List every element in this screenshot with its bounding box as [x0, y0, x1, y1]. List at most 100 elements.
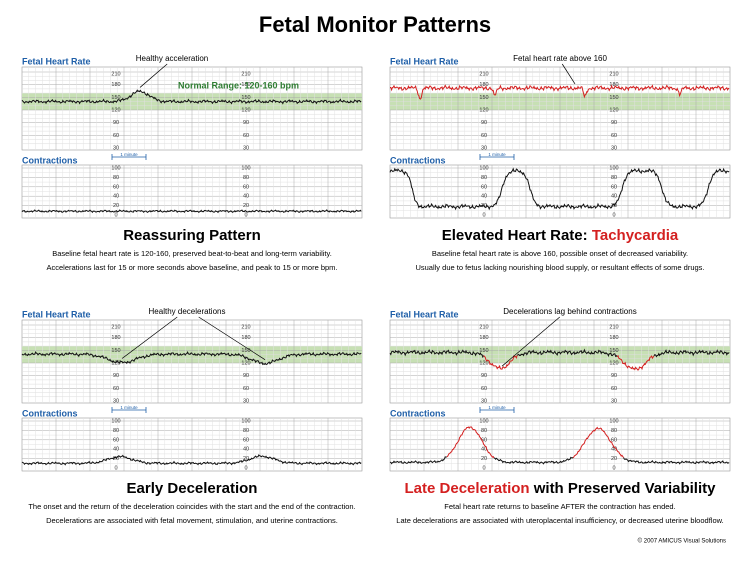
fhr-tick-label: 150	[241, 95, 250, 101]
uc-tick-label: 0	[612, 465, 615, 471]
fhr-tick-label: 150	[241, 348, 250, 354]
fhr-tick-label: 90	[611, 120, 617, 126]
fhr-trace	[390, 84, 730, 100]
annotation: Healthy acceleration	[136, 54, 208, 63]
annotation-arrow	[121, 316, 178, 359]
fhr-tick-label: 180	[609, 335, 618, 341]
fhr-label: Fetal Heart Rate	[390, 309, 459, 319]
uc-tick-label: 60	[113, 437, 119, 443]
panel: Fetal Heart Rate Contractions 1 minute 210 1…	[389, 307, 731, 525]
annotation-arrow	[139, 63, 168, 88]
uc-tick-label: 0	[114, 465, 117, 471]
uc-tick-label: 60	[113, 184, 119, 190]
fhr-tick-label: 210	[479, 71, 488, 77]
uc-tick-label: 20	[113, 456, 119, 462]
fhr-tick-label: 180	[479, 82, 488, 88]
fhr-tick-label: 90	[611, 373, 617, 379]
uc-tick-label: 80	[481, 175, 487, 181]
panel: Fetal Heart Rate Contractions 1 minute 210 1…	[389, 54, 731, 272]
fhr-tick-label: 120	[111, 107, 120, 113]
fhr-trace	[517, 348, 618, 358]
uc-tick-label: 0	[612, 212, 615, 218]
uc-tick-label: 80	[611, 175, 617, 181]
uc-tick-label: 100	[241, 165, 250, 171]
annotation-arrow	[198, 316, 266, 361]
fhr-tick-label: 210	[609, 324, 618, 330]
title-part: with Preserved Variability	[530, 480, 717, 497]
fhr-label: Fetal Heart Rate	[22, 56, 91, 66]
fhr-tick-label: 180	[111, 335, 120, 341]
uc-tick-label: 100	[241, 418, 250, 424]
fhr-tick-label: 150	[111, 348, 120, 354]
uc-trace	[389, 456, 447, 465]
fhr-tick-label: 60	[243, 133, 249, 139]
description: The onset and the return of the decelera…	[28, 502, 355, 511]
fhr-tick-label: 30	[243, 145, 249, 151]
uc-tick-label: 40	[113, 194, 119, 200]
fhr-tick-label: 180	[609, 82, 618, 88]
uc-tick-label: 100	[111, 165, 120, 171]
description: Accelerations last for 15 or more second…	[47, 263, 338, 272]
panel: Fetal Heart Rate Contractions 1 minute 210 1…	[21, 307, 363, 525]
fhr-tick-label: 90	[481, 373, 487, 379]
fhr-tick-label: 60	[243, 386, 249, 392]
description: Decelerations are associated with fetal …	[46, 516, 338, 525]
uc-tick-label: 60	[481, 437, 487, 443]
fhr-tick-label: 90	[113, 373, 119, 379]
description: Baseline fetal heart rate is above 160, …	[432, 249, 688, 258]
fhr-tick-label: 30	[481, 398, 487, 404]
fhr-trace	[483, 354, 518, 370]
uc-tick-label: 0	[244, 212, 247, 218]
panel: Fetal Heart Rate Contractions 1 minute 210 1…	[21, 54, 363, 272]
uc-tick-label: 0	[482, 465, 485, 471]
uc-tick-label: 20	[481, 456, 487, 462]
uc-tick-label: 40	[481, 194, 487, 200]
fhr-tick-label: 30	[243, 398, 249, 404]
range-label: Normal Range: 120-160 bpm	[178, 80, 299, 90]
uc-trace	[21, 454, 362, 466]
fhr-tick-label: 150	[111, 95, 120, 101]
description: Baseline fetal heart rate is 120-160, pr…	[52, 249, 332, 258]
page-title: Fetal Monitor Patterns	[259, 12, 491, 37]
minute-label: 1 minute	[120, 152, 138, 157]
title-part: Early Deceleration	[127, 480, 258, 497]
fhr-tick-label: 60	[481, 133, 487, 139]
fhr-tick-label: 210	[111, 324, 120, 330]
fhr-tick-label: 210	[241, 71, 250, 77]
fhr-tick-label: 180	[241, 82, 250, 88]
uc-tick-label: 20	[243, 203, 249, 209]
uc-trace	[389, 167, 730, 211]
uc-tick-label: 0	[114, 212, 117, 218]
fhr-tick-label: 180	[479, 335, 488, 341]
annotation-arrow	[561, 63, 576, 85]
fhr-trace	[21, 89, 362, 105]
fhr-tick-label: 120	[111, 360, 120, 366]
uc-tick-label: 80	[611, 428, 617, 434]
fhr-tick-label: 150	[609, 95, 618, 101]
uc-tick-label: 0	[482, 212, 485, 218]
uc-tick-label: 80	[243, 175, 249, 181]
fhr-tick-label: 210	[479, 324, 488, 330]
fhr-tick-label: 210	[111, 71, 120, 77]
fhr-tick-label: 90	[243, 120, 249, 126]
title-part: Reassuring Pattern	[123, 227, 261, 244]
uc-tick-label: 20	[113, 203, 119, 209]
fhr-label: Fetal Heart Rate	[22, 309, 91, 319]
description: Usually due to fetus lacking nourishing …	[415, 263, 704, 272]
uc-tick-label: 20	[611, 203, 617, 209]
panel-title: Reassuring Pattern	[123, 227, 261, 244]
fhr-tick-label: 90	[481, 120, 487, 126]
fhr-tick-label: 60	[611, 133, 617, 139]
title-part: Elevated Heart Rate:	[442, 227, 592, 244]
fhr-tick-label: 30	[611, 398, 617, 404]
uc-tick-label: 100	[479, 418, 488, 424]
uc-tick-label: 100	[609, 165, 618, 171]
fhr-tick-label: 150	[479, 95, 488, 101]
uc-tick-label: 80	[481, 428, 487, 434]
fhr-tick-label: 120	[609, 360, 618, 366]
uc-trace	[493, 456, 574, 465]
title-part: Tachycardia	[592, 227, 679, 244]
copyright: © 2007 AMICUS Visual Solutions	[638, 538, 726, 545]
uc-tick-label: 100	[479, 165, 488, 171]
uc-trace	[446, 426, 495, 459]
